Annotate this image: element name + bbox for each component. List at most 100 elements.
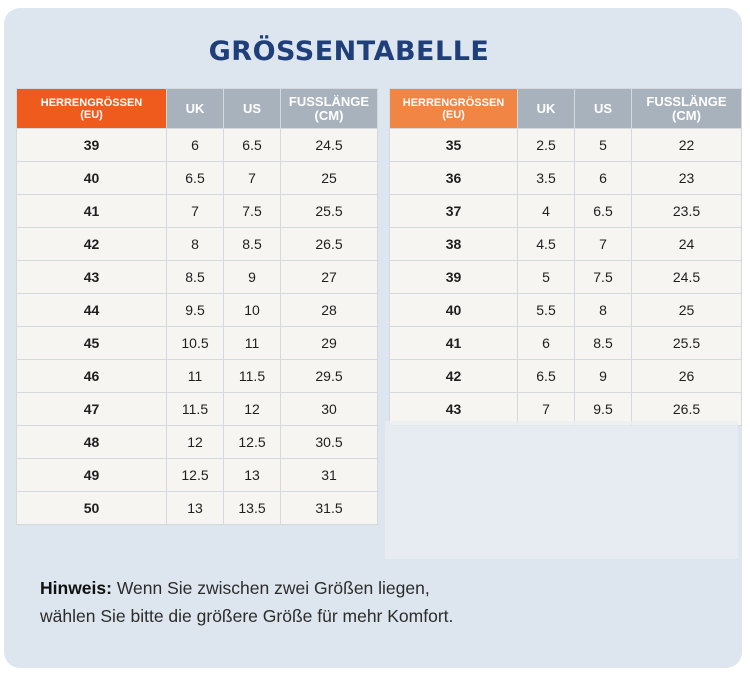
note-label: Hinweis: [40, 578, 112, 598]
header-label: HERRENGRÖSSEN [40, 96, 143, 109]
size-note: Hinweis: Wenn Sie zwischen zwei Größen l… [40, 574, 700, 630]
table-row: 40 5.5 8 25 [389, 293, 742, 327]
us-size-cell: 13 [223, 458, 281, 492]
uk-size-cell: 7 [517, 392, 575, 426]
eu-size-cell: 41 [389, 326, 518, 360]
uk-size-cell: 11 [166, 359, 224, 393]
table-row: 49 12.5 13 31 [16, 458, 378, 492]
eu-size-cell: 41 [16, 194, 167, 228]
us-size-cell: 9 [223, 260, 281, 294]
page-title: GRÖSSENTABELLE [208, 36, 490, 67]
eu-size-cell: 46 [16, 359, 167, 393]
foot-length-cell: 25.5 [280, 194, 378, 228]
table-row: 36 3.5 6 23 [389, 161, 742, 195]
table-row: 41 7 7.5 25.5 [16, 194, 378, 228]
us-size-cell: 6.5 [574, 194, 632, 228]
us-size-cell: 12.5 [223, 425, 281, 459]
table-row: 39 6 6.5 24.5 [16, 128, 378, 162]
foot-length-cell: 23 [631, 161, 742, 195]
foot-length-cell: 24 [631, 227, 742, 261]
foot-length-cell: 30 [280, 392, 378, 426]
table-row: 48 12 12.5 30.5 [16, 425, 378, 459]
eu-size-cell: 49 [16, 458, 167, 492]
table-row: 38 4.5 7 24 [389, 227, 742, 261]
foot-length-cell: 26 [631, 359, 742, 393]
foot-length-cell: 25 [280, 161, 378, 195]
eu-size-cell: 42 [389, 359, 518, 393]
uk-size-cell: 13 [166, 491, 224, 525]
uk-size-cell: 8.5 [166, 260, 224, 294]
men-size-table: HERRENGRÖSSEN (EU) UK US FUSSLÄNGE (CM) 39… [16, 88, 378, 525]
eu-size-cell: 35 [389, 128, 518, 162]
uk-size-cell: 12.5 [166, 458, 224, 492]
eu-size-cell: 43 [16, 260, 167, 294]
eu-size-cell: 39 [16, 128, 167, 162]
uk-size-cell: 4 [517, 194, 575, 228]
uk-size-cell: 11.5 [166, 392, 224, 426]
table-row: 39 5 7.5 24.5 [389, 260, 742, 294]
us-size-cell: 7.5 [223, 194, 281, 228]
foot-length-cell: 29 [280, 326, 378, 360]
uk-size-cell: 6 [166, 128, 224, 162]
foot-length-cell: 25 [631, 293, 742, 327]
us-header: US [574, 88, 632, 129]
eu-size-cell: 42 [16, 227, 167, 261]
faded-panel [385, 421, 738, 559]
size-chart-card: GRÖSSENTABELLE HERRENGRÖSSEN (EU) UK US F… [4, 8, 742, 668]
table-row: 40 6.5 7 25 [16, 161, 378, 195]
header-label: (EU) [80, 108, 103, 121]
uk-header: UK [166, 88, 224, 129]
eu-size-cell: 45 [16, 326, 167, 360]
table-row: 42 8 8.5 26.5 [16, 227, 378, 261]
uk-size-cell: 3.5 [517, 161, 575, 195]
foot-length-cell: 29.5 [280, 359, 378, 393]
us-size-cell: 10 [223, 293, 281, 327]
uk-size-cell: 2.5 [517, 128, 575, 162]
table-header-row: HERRENGRÖSSEN (EU) UK US FUSSLÄNGE (CM) [389, 88, 742, 129]
uk-size-cell: 4.5 [517, 227, 575, 261]
uk-size-cell: 6 [517, 326, 575, 360]
us-size-cell: 5 [574, 128, 632, 162]
us-size-cell: 8.5 [223, 227, 281, 261]
note-line-1: Wenn Sie zwischen zwei Größen liegen, [111, 578, 430, 598]
us-size-cell: 11.5 [223, 359, 281, 393]
eu-size-cell: 38 [389, 227, 518, 261]
uk-size-cell: 7 [166, 194, 224, 228]
uk-size-cell: 5 [517, 260, 575, 294]
us-size-cell: 13.5 [223, 491, 281, 525]
eu-size-header: HERRENGRÖSSEN (EU) [16, 88, 167, 129]
header-label: FUSSLÄNGE [646, 93, 727, 109]
eu-size-cell: 39 [389, 260, 518, 294]
eu-size-cell: 43 [389, 392, 518, 426]
foot-length-cell: 22 [631, 128, 742, 162]
eu-size-cell: 50 [16, 491, 167, 525]
us-header: US [223, 88, 281, 129]
eu-size-cell: 40 [389, 293, 518, 327]
table-row: 45 10.5 11 29 [16, 326, 378, 360]
us-size-cell: 11 [223, 326, 281, 360]
eu-size-cell: 37 [389, 194, 518, 228]
header-label: HERRENGRÖSSEN [402, 96, 505, 109]
us-size-cell: 8.5 [574, 326, 632, 360]
foot-length-cell: 27 [280, 260, 378, 294]
header-label: (CM) [314, 107, 344, 123]
uk-size-cell: 8 [166, 227, 224, 261]
uk-size-cell: 5.5 [517, 293, 575, 327]
foot-length-header: FUSSLÄNGE (CM) [631, 88, 742, 129]
table-row: 41 6 8.5 25.5 [389, 326, 742, 360]
foot-length-cell: 24.5 [631, 260, 742, 294]
eu-size-header: HERRENGRÖSSEN (EU) [389, 88, 518, 129]
us-size-cell: 7 [574, 227, 632, 261]
eu-size-cell: 44 [16, 293, 167, 327]
foot-length-cell: 24.5 [280, 128, 378, 162]
us-size-cell: 8 [574, 293, 632, 327]
table-header-row: HERRENGRÖSSEN (EU) UK US FUSSLÄNGE (CM) [16, 88, 378, 129]
us-size-cell: 7 [223, 161, 281, 195]
eu-size-cell: 48 [16, 425, 167, 459]
us-size-cell: 6 [574, 161, 632, 195]
table-row: 37 4 6.5 23.5 [389, 194, 742, 228]
us-size-cell: 12 [223, 392, 281, 426]
foot-length-cell: 31.5 [280, 491, 378, 525]
uk-header: UK [517, 88, 575, 129]
foot-length-cell: 30.5 [280, 425, 378, 459]
